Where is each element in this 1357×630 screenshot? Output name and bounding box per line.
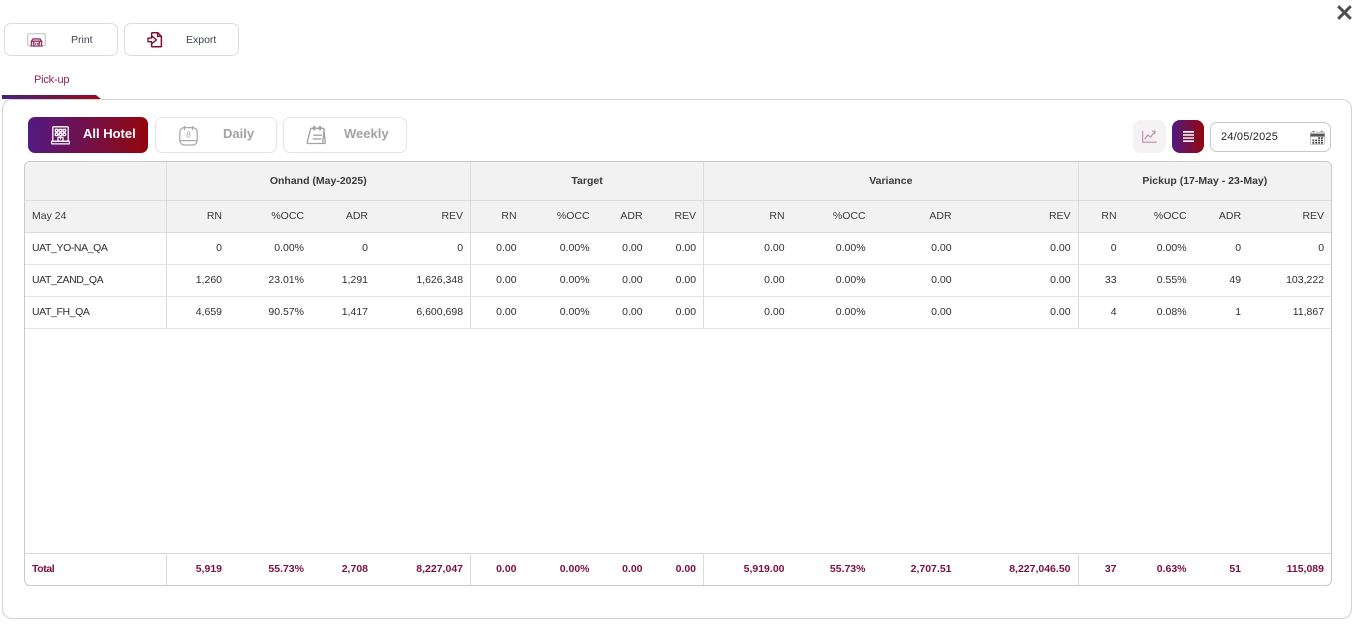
svg-text:8: 8 xyxy=(186,129,191,139)
